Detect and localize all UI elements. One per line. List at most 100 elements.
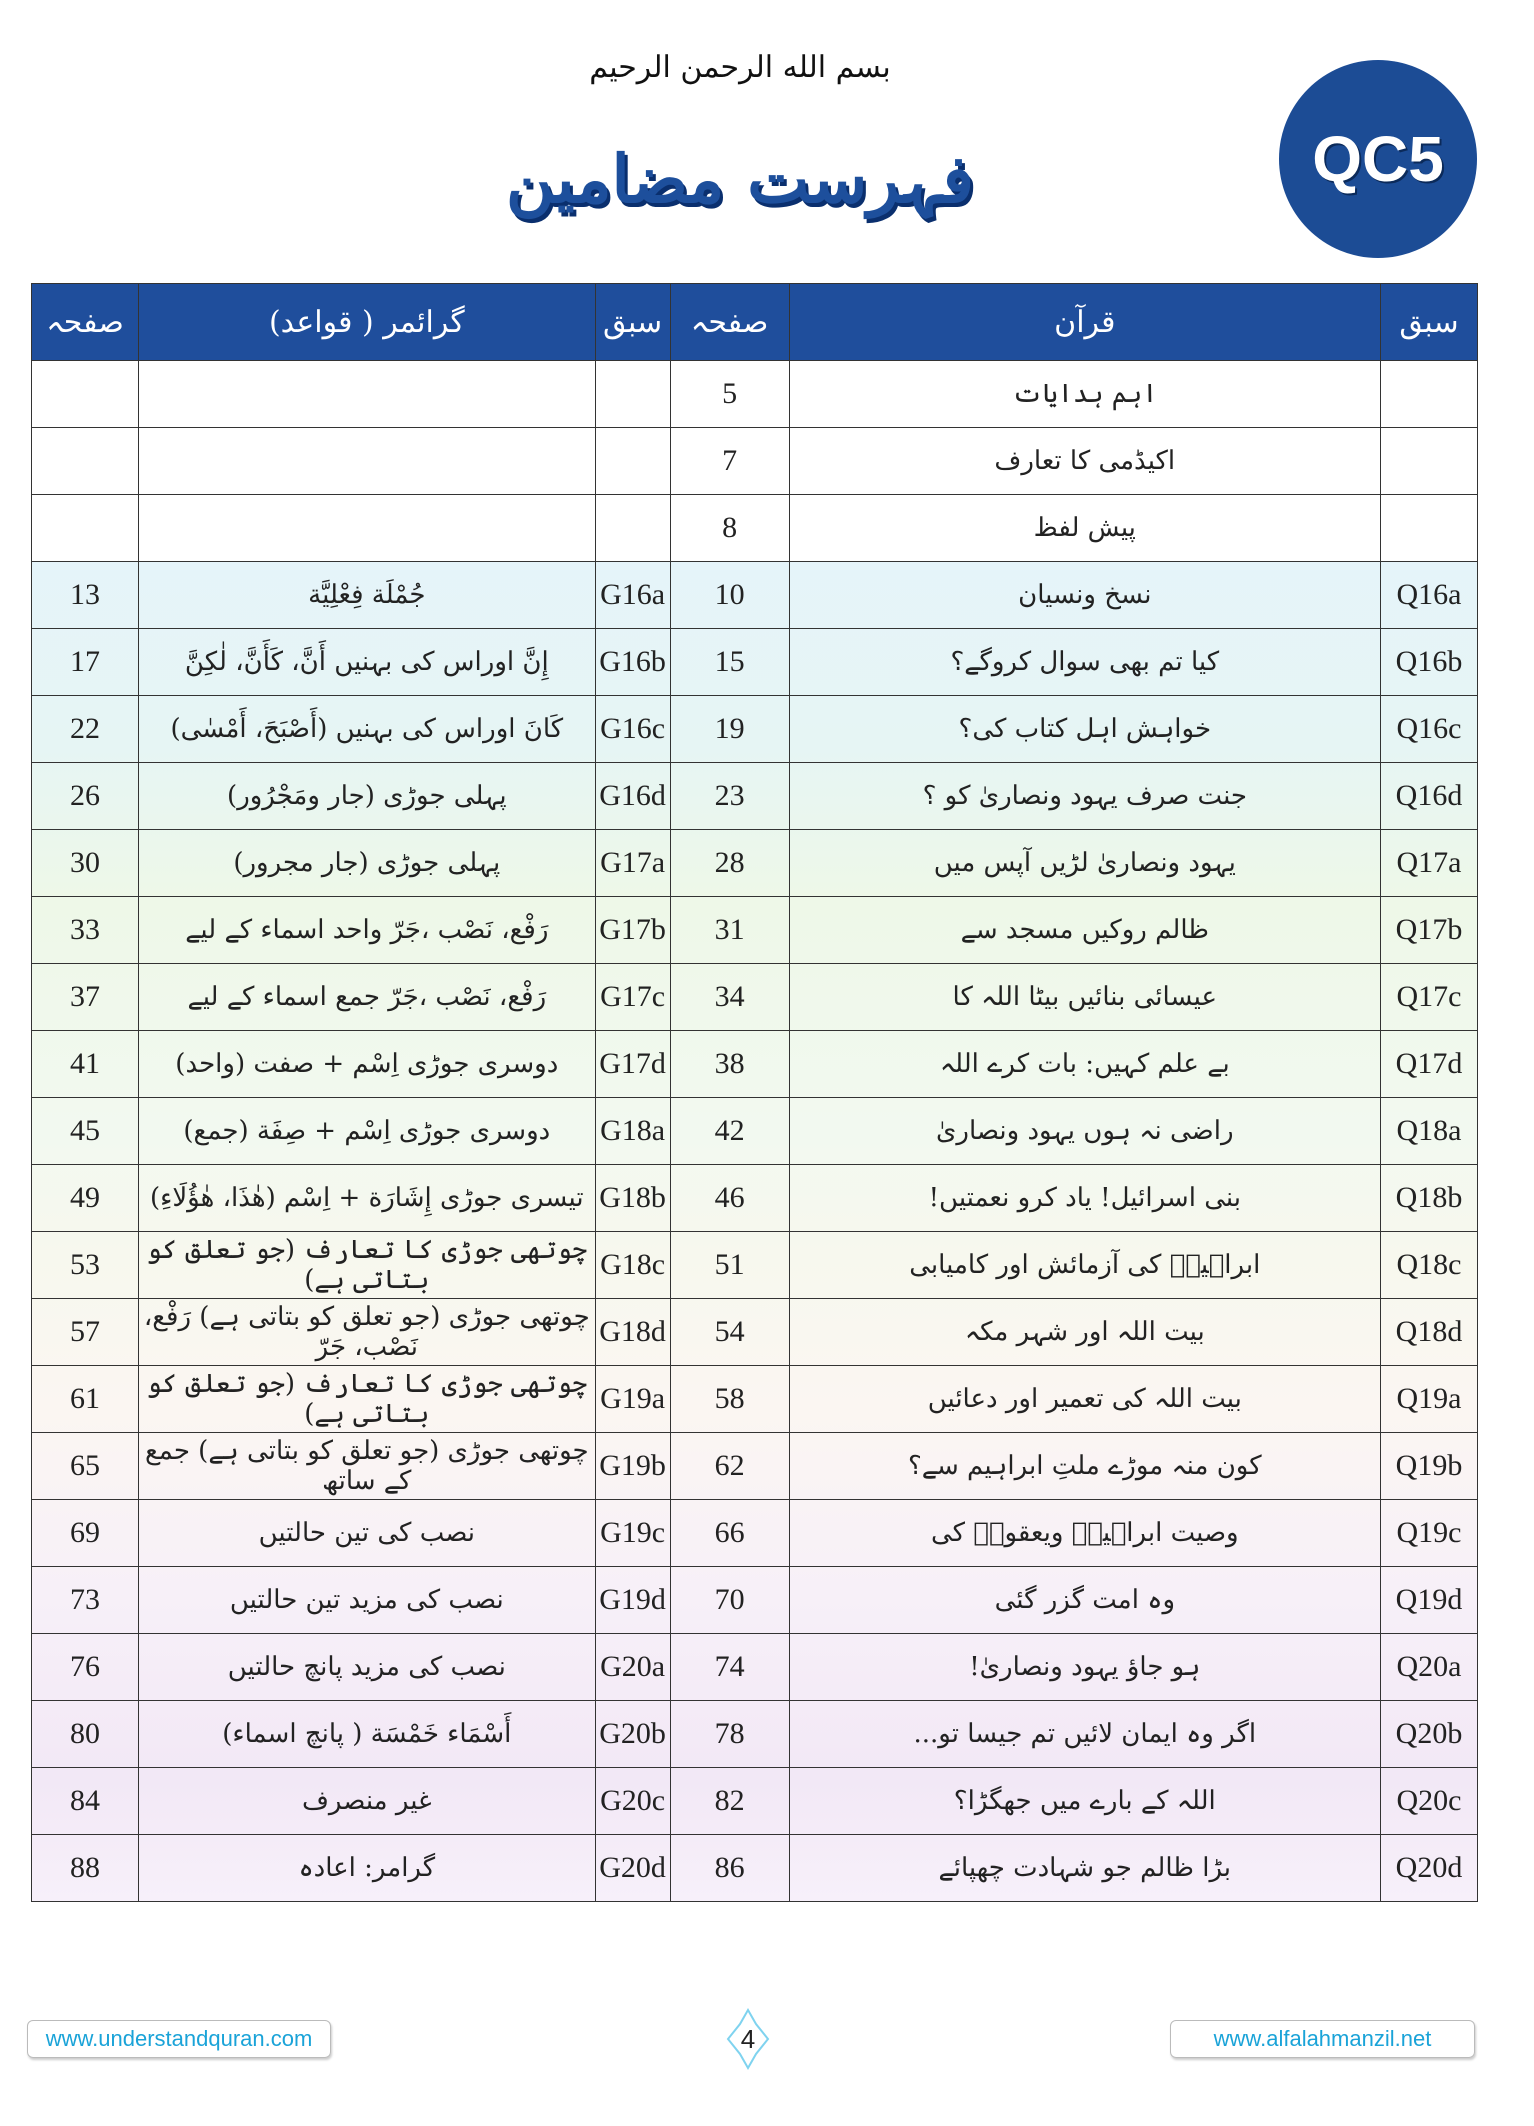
quran-topic: بیت اللہ کی تعمیر اور دعائیں: [788, 1365, 1382, 1433]
quran-lesson: Q16c: [1380, 695, 1478, 763]
understandquran-link[interactable]: www.understandquran.com: [27, 2020, 331, 2058]
table-row: اکیڈمی کا تعارف 7: [31, 427, 1478, 495]
grammar-topic: پہلی جوڑی (جار مجرور): [138, 829, 596, 897]
grammar-topic: [138, 427, 596, 495]
quran-page: 23: [669, 762, 790, 830]
quran-page: 54: [669, 1298, 790, 1366]
grammar-topic: إِنَّ اوراس کی بہنیں أَنَّ، كَأَنَّ، لٰك…: [138, 628, 596, 696]
quran-topic: اہم ہدایات: [788, 360, 1382, 428]
quran-page: 82: [669, 1767, 790, 1835]
quran-page: 51: [669, 1231, 790, 1299]
table-row: Q20a ہو جاؤ یہود ونصاریٰ! 74 G20a نصب کی مزی…: [31, 1633, 1478, 1701]
quran-topic: بنی اسرائیل! یاد کرو نعمتیں!: [788, 1164, 1382, 1232]
quran-lesson: Q19d: [1380, 1566, 1478, 1634]
quran-lesson: Q20a: [1380, 1633, 1478, 1701]
quran-lesson: Q18b: [1380, 1164, 1478, 1232]
header-quran-lesson: سبق: [1380, 283, 1478, 361]
grammar-page: 13: [31, 561, 139, 629]
grammar-page: 53: [31, 1231, 139, 1299]
grammar-lesson: G17a: [594, 829, 671, 897]
table-body: اہم ہدایات 5 اکیڈمی کا تعارف 7 پیش لفظ 8 Q16a ن…: [31, 360, 1478, 1902]
quran-topic: جنت صرف یہود ونصاریٰ کو ؟: [788, 762, 1382, 830]
quran-page: 74: [669, 1633, 790, 1701]
grammar-page: 49: [31, 1164, 139, 1232]
table-row: Q18d بیت اللہ اور شہر مکہ 54 G18d چوتھی جوڑی…: [31, 1298, 1478, 1366]
header-quran-page: صفحہ: [669, 283, 790, 361]
quran-page: 7: [669, 427, 790, 495]
table-row: Q17a یہود ونصاریٰ لڑیں آپس میں 28 G17a پہلی …: [31, 829, 1478, 897]
quran-topic: نسخ ونسیان: [788, 561, 1382, 629]
quran-page: 70: [669, 1566, 790, 1634]
quran-lesson: Q18c: [1380, 1231, 1478, 1299]
grammar-topic: دوسری جوڑی اِسْم + صِفَة (جمع): [138, 1097, 596, 1165]
quran-page: 86: [669, 1834, 790, 1902]
grammar-topic: نصب کی مزید پانچ حالتیں: [138, 1633, 596, 1701]
table-row: Q19a بیت اللہ کی تعمیر اور دعائیں 58 G19a چو…: [31, 1365, 1478, 1433]
quran-lesson: Q20d: [1380, 1834, 1478, 1902]
quran-topic: یہود ونصاریٰ لڑیں آپس میں: [788, 829, 1382, 897]
grammar-lesson: G17b: [594, 896, 671, 964]
quran-lesson: Q17c: [1380, 963, 1478, 1031]
qc5-badge: QC5: [1279, 60, 1477, 258]
grammar-lesson: G18c: [594, 1231, 671, 1299]
star-ornament-icon: [726, 2008, 770, 2070]
contents-table: سبق قرآن صفحہ سبق گرائمر ( قواعد) صفحہ ا…: [31, 283, 1478, 1902]
table-header-row: سبق قرآن صفحہ سبق گرائمر ( قواعد) صفحہ: [31, 283, 1478, 361]
grammar-lesson: G20b: [594, 1700, 671, 1768]
grammar-page: 57: [31, 1298, 139, 1366]
grammar-lesson: G17d: [594, 1030, 671, 1098]
quran-lesson: [1380, 427, 1478, 495]
grammar-page: 37: [31, 963, 139, 1031]
grammar-topic: گرامر: اعادہ: [138, 1834, 596, 1902]
table-row: Q16b کیا تم بھی سوال کروگے؟ 15 G16b إِنَّ او…: [31, 628, 1478, 696]
grammar-page: 80: [31, 1700, 139, 1768]
grammar-lesson: G20a: [594, 1633, 671, 1701]
quran-lesson: Q18a: [1380, 1097, 1478, 1165]
grammar-page: 26: [31, 762, 139, 830]
grammar-lesson: G16a: [594, 561, 671, 629]
table-row: Q18c ابراہیمؑ کی آزمائش اور کامیابی 51 G18c…: [31, 1231, 1478, 1299]
quran-topic: وصیت ابراہیمؑ ویعقوبؑ کی: [788, 1499, 1382, 1567]
grammar-topic: [138, 360, 596, 428]
grammar-lesson: G18d: [594, 1298, 671, 1366]
grammar-page: 61: [31, 1365, 139, 1433]
grammar-lesson: G16b: [594, 628, 671, 696]
header-grammar-lesson: سبق: [594, 283, 671, 361]
grammar-lesson: G18b: [594, 1164, 671, 1232]
alfalahmanzil-link[interactable]: www.alfalahmanzil.net: [1170, 2020, 1475, 2058]
table-row: Q19d وہ امت گزر گئی 70 G19d نصب کی مزید تین …: [31, 1566, 1478, 1634]
quran-topic: ابراہیمؑ کی آزمائش اور کامیابی: [788, 1231, 1382, 1299]
quran-topic: بڑا ظالم جو شہادت چھپائے: [788, 1834, 1382, 1902]
quran-lesson: Q16b: [1380, 628, 1478, 696]
grammar-page: 17: [31, 628, 139, 696]
quran-lesson: Q19a: [1380, 1365, 1478, 1433]
grammar-lesson: G19b: [594, 1432, 671, 1500]
grammar-topic: چوتھی جوڑی (جو تعلق کو بتاتی ہے) رَفْع، …: [138, 1298, 596, 1366]
grammar-topic: نصب کی مزید تین حالتیں: [138, 1566, 596, 1634]
grammar-lesson: G19d: [594, 1566, 671, 1634]
grammar-page: 84: [31, 1767, 139, 1835]
quran-page: 8: [669, 494, 790, 562]
quran-page: 42: [669, 1097, 790, 1165]
header-grammar-page: صفحہ: [31, 283, 139, 361]
quran-topic: خواہش اہل کتاب کی؟: [788, 695, 1382, 763]
quran-page: 15: [669, 628, 790, 696]
quran-topic: پیش لفظ: [788, 494, 1382, 562]
grammar-page: [31, 360, 139, 428]
quran-page: 34: [669, 963, 790, 1031]
table-row: Q16c خواہش اہل کتاب کی؟ 19 G16c كَانَ اوراس …: [31, 695, 1478, 763]
table-row: Q19c وصیت ابراہیمؑ ویعقوبؑ کی 66 G19c نصب کی…: [31, 1499, 1478, 1567]
quran-lesson: Q18d: [1380, 1298, 1478, 1366]
grammar-lesson: G17c: [594, 963, 671, 1031]
grammar-topic: تیسری جوڑی إِشَارَة + اِسْم (هٰذَا، هٰؤُ…: [138, 1164, 596, 1232]
table-row: Q17b ظالم روکیں مسجد سے 31 G17b رَفْع، نَصْب…: [31, 896, 1478, 964]
quran-topic: عیسائی بنائیں بیٹا اللہ کا: [788, 963, 1382, 1031]
quran-page: 62: [669, 1432, 790, 1500]
quran-page: 66: [669, 1499, 790, 1567]
quran-lesson: [1380, 494, 1478, 562]
quran-topic: وہ امت گزر گئی: [788, 1566, 1382, 1634]
quran-lesson: Q20b: [1380, 1700, 1478, 1768]
table-row: Q16d جنت صرف یہود ونصاریٰ کو ؟ 23 G16d پہلی …: [31, 762, 1478, 830]
grammar-page: [31, 427, 139, 495]
quran-topic: بے علم کہیں: بات کرے اللہ: [788, 1030, 1382, 1098]
